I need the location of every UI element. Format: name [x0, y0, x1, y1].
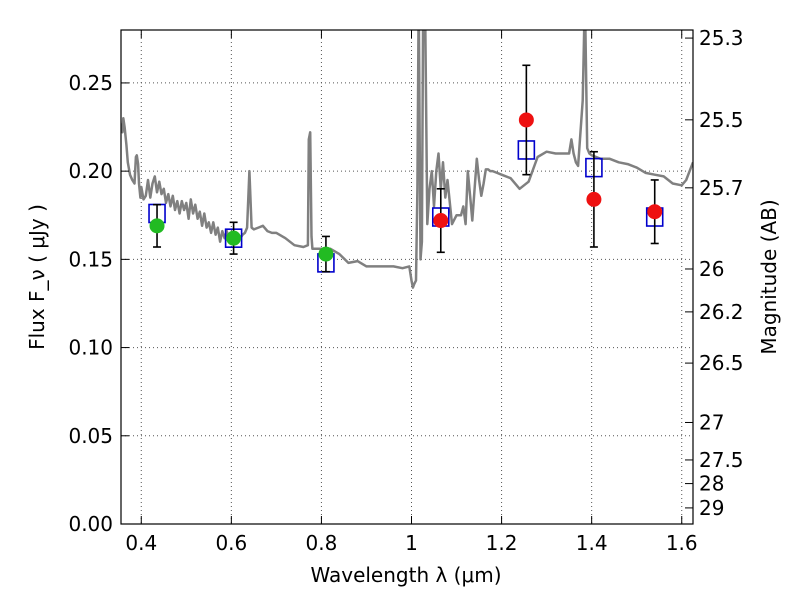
magnitude-axis-label: Magnitude (AB) — [757, 199, 781, 354]
y-tick-label: 0.15 — [68, 247, 113, 271]
mag-tick-label: 28 — [699, 472, 724, 496]
mag-tick-label: 27.5 — [699, 448, 744, 472]
x-tick-label: 1 — [405, 531, 418, 555]
y-tick-label: 0.25 — [68, 71, 113, 95]
mag-tick-label: 25.3 — [699, 26, 744, 50]
observed-flux-point — [647, 204, 663, 220]
y-tick-label: 0.10 — [68, 336, 113, 360]
x-tick-label: 0.4 — [125, 531, 157, 555]
observed-flux-point — [433, 213, 449, 229]
y-tick-label: 0.05 — [68, 424, 113, 448]
x-tick-label: 1.2 — [486, 531, 518, 555]
mag-tick-label: 26 — [699, 257, 724, 281]
observed-flux-point — [226, 230, 242, 246]
observed-flux-point — [318, 246, 334, 262]
observed-flux-point — [518, 112, 534, 128]
x-tick-label: 0.8 — [306, 531, 338, 555]
x-tick-label: 1.4 — [576, 531, 608, 555]
mag-tick-label: 26.2 — [699, 300, 744, 324]
y-tick-label: 0.00 — [68, 512, 113, 536]
mag-tick-label: 27 — [699, 410, 724, 434]
mag-tick-label: 29 — [699, 496, 724, 520]
plot-area — [121, 30, 693, 289]
mag-tick-label: 25.7 — [699, 176, 744, 200]
observed-flux-point — [586, 191, 602, 207]
y-axis-label: Flux F_ν ( μJy ) — [25, 204, 49, 350]
mag-tick-label: 25.5 — [699, 108, 744, 132]
y-tick-label: 0.20 — [68, 159, 113, 183]
axis-ticks: 0.4 0.6 0.8 1 1.2 1.4 1.6 0.00 0.05 0.10 0.15 0.20 0… — [68, 26, 743, 555]
x-tick-label: 0.6 — [215, 531, 247, 555]
x-tick-label: 1.6 — [666, 531, 698, 555]
x-axis-label: Wavelength λ (μm) — [310, 563, 501, 587]
plot-frame — [120, 29, 694, 525]
observed-flux-point — [149, 218, 165, 234]
mag-tick-label: 26.5 — [699, 351, 744, 375]
